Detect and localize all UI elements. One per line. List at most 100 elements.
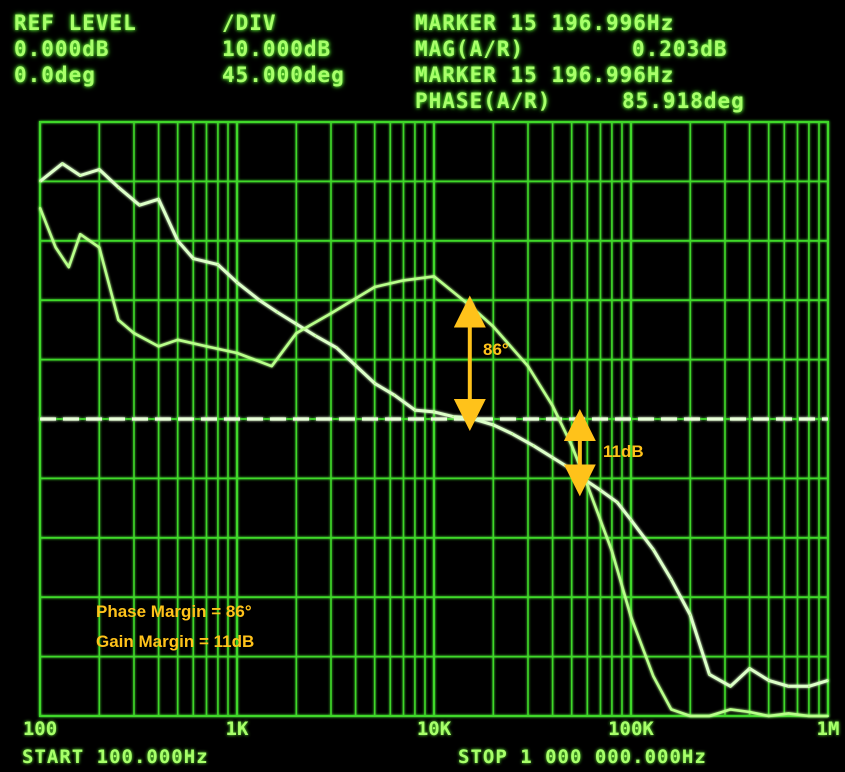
magnitude-point [39,180,41,183]
phase-point [79,233,82,236]
x-tick-label: 10K [416,718,452,740]
mag-value: 0.203dB [632,37,728,61]
magnitude-point [176,239,179,242]
magnitude-point [217,263,219,266]
magnitude-point [354,364,357,367]
phase-point [492,325,495,328]
magnitude-point [61,162,64,165]
magnitude-point [827,679,829,682]
phase-point [157,345,160,348]
phase-point [54,246,57,249]
magnitude-point [138,204,141,207]
magnitude-point [157,198,160,201]
phase-point [670,708,673,711]
phase-point [117,319,120,321]
phase-point [133,332,135,335]
phase-point [729,708,732,711]
gain-arrow-label: 11dB [603,442,644,461]
magnitude-point [708,673,711,676]
phase-point [527,365,529,368]
phase-point [652,675,655,678]
phase-label: PHASE(A/R) [415,89,552,113]
x-tick-label: 1M [816,718,840,740]
magnitude-point [511,433,514,435]
magnitude-point [551,456,554,459]
phase-point [748,711,751,713]
magnitude-point [236,281,238,284]
phase-point [570,444,573,447]
phase-point [689,715,692,717]
magnitude-point [748,667,751,670]
magnitude-point [98,168,101,171]
magnitude-point [787,685,790,688]
magnitude-point [192,257,195,260]
magnitude-point [295,323,298,325]
magnitude-point [433,411,435,413]
magnitude-point [630,519,632,521]
phase-margin-text: Phase Margin = 86° [96,602,252,621]
marker2-readout: MARKER 15 196.996Hz [415,63,675,87]
magnitude-point [492,424,495,426]
magnitude-point [314,334,317,337]
phase-point [767,715,770,717]
magnitude-point [414,409,416,411]
magnitude-point [652,548,655,551]
phase-point [330,312,332,315]
phase-value: 85.918deg [622,89,745,113]
magnitude-point [276,311,279,313]
magnitude-point [689,614,692,616]
phase-point [611,550,613,552]
phase-point [630,616,632,618]
phase-point [402,279,405,282]
phase-arrow-label: 86° [483,340,509,359]
plot-grid [38,120,830,718]
div-phase: 45.000deg [222,63,345,87]
magnitude-point [532,444,535,447]
magnitude-point [373,382,376,385]
magnitude-trace [39,162,829,688]
phase-point [39,206,41,209]
magnitude-point [452,415,454,418]
div-mag: 10.000dB [222,37,332,61]
phase-point [205,345,208,348]
x-tick-label: 100 [22,718,58,740]
phase-point [808,715,810,717]
magnitude-point [79,174,82,177]
phase-point [708,715,711,717]
ref-level-phase: 0.0deg [14,63,96,87]
x-tick-label: 100K [608,718,654,740]
phase-point [67,266,70,269]
div-label: /DIV [222,11,277,35]
ref-level-mag: 0.000dB [14,37,110,61]
phase-point [176,338,179,341]
phase-point [551,404,554,407]
magnitude-point [258,299,261,302]
magnitude-point [670,578,673,581]
phase-point [787,712,790,715]
magnitude-point [468,416,471,419]
phase-point [295,332,298,335]
start-frequency: START 100.000Hz [22,746,209,768]
magnitude-point [117,186,120,189]
phase-point [433,275,435,278]
phase-point [827,715,829,717]
gain-margin-text: Gain Margin = 11dB [96,632,255,651]
phase-point [236,352,238,354]
mag-label: MAG(A/R) [415,37,525,61]
magnitude-point [616,501,618,504]
magnitude-point [729,685,732,688]
phase-point [586,484,589,486]
x-tick-label: 1K [225,718,249,740]
magnitude-point [393,394,396,397]
magnitude-point [767,679,770,682]
marker1-readout: MARKER 15 196.996Hz [415,11,675,35]
margin-arrows [453,295,596,497]
ref-level-label: REF LEVEL [14,11,137,35]
magnitude-point [808,685,810,688]
phase-point [98,246,101,249]
magnitude-point [570,468,573,471]
phase-point [373,286,376,288]
magnitude-point [599,489,602,492]
stop-frequency: STOP 1 000 000.000Hz [458,746,707,768]
